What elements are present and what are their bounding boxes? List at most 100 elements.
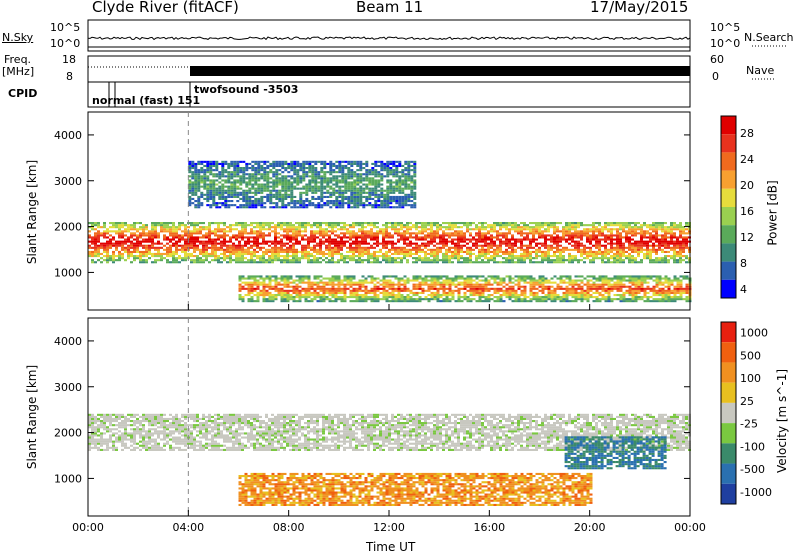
power-cell bbox=[289, 234, 292, 237]
power-cell bbox=[616, 298, 620, 301]
power-cell bbox=[523, 287, 527, 290]
power-cell bbox=[580, 259, 583, 262]
power-cell bbox=[436, 224, 439, 227]
power-cell bbox=[379, 232, 382, 235]
power-cell bbox=[562, 287, 566, 290]
power-cell bbox=[520, 248, 523, 251]
power-cell bbox=[457, 283, 461, 286]
power-cell bbox=[397, 238, 400, 241]
power-cell bbox=[409, 234, 412, 237]
power-cell bbox=[331, 240, 334, 243]
power-cell bbox=[88, 226, 91, 229]
power-cell bbox=[175, 242, 178, 245]
power-cell bbox=[454, 300, 458, 303]
power-cell bbox=[136, 230, 139, 233]
power-cell bbox=[260, 200, 264, 203]
power-cell bbox=[266, 181, 270, 184]
power-cell bbox=[307, 294, 311, 297]
power-cell bbox=[337, 277, 341, 280]
power-cell bbox=[502, 300, 506, 303]
power-cell bbox=[160, 228, 163, 231]
power-cell bbox=[391, 242, 394, 245]
power-cell bbox=[649, 255, 652, 258]
power-cell bbox=[233, 193, 237, 196]
power-cell bbox=[622, 250, 625, 253]
power-cell bbox=[571, 244, 574, 247]
power-cell bbox=[655, 279, 659, 282]
power-cell bbox=[280, 222, 283, 225]
power-cell bbox=[331, 222, 334, 225]
power-cell bbox=[568, 259, 571, 262]
power-cell bbox=[490, 283, 494, 286]
power-cell bbox=[257, 202, 261, 205]
power-cell bbox=[463, 257, 466, 260]
power-cell bbox=[595, 240, 598, 243]
power-cell bbox=[658, 248, 661, 251]
power-cell bbox=[236, 200, 240, 203]
power-cell bbox=[118, 240, 121, 243]
power-cell bbox=[445, 228, 448, 231]
power-cell bbox=[553, 281, 557, 284]
power-cell bbox=[568, 252, 571, 255]
power-cell bbox=[355, 261, 358, 264]
power-cell bbox=[277, 287, 281, 290]
power-cell bbox=[664, 294, 668, 297]
power-cell bbox=[233, 162, 237, 165]
power-cell bbox=[406, 259, 409, 262]
power-cell bbox=[544, 277, 548, 280]
power-cell bbox=[424, 257, 427, 260]
power-cell bbox=[142, 228, 145, 231]
power-cell bbox=[502, 240, 505, 243]
power-cell bbox=[679, 232, 682, 235]
power-cell bbox=[295, 275, 299, 278]
power-cell bbox=[154, 222, 157, 225]
power-cell bbox=[397, 298, 401, 301]
power-cell bbox=[499, 296, 503, 299]
power-cell bbox=[676, 298, 680, 301]
power-cell bbox=[562, 234, 565, 237]
power-cell bbox=[169, 246, 172, 249]
power-cell bbox=[658, 279, 662, 282]
power-cell bbox=[484, 244, 487, 247]
power-cell bbox=[643, 222, 646, 225]
power-cell bbox=[631, 244, 634, 247]
power-cell bbox=[433, 298, 437, 301]
power-cell bbox=[499, 222, 502, 225]
power-cell bbox=[197, 197, 201, 200]
power-cell bbox=[679, 226, 682, 229]
power-cell bbox=[286, 300, 290, 303]
power-cell bbox=[97, 230, 100, 233]
power-cell bbox=[580, 230, 583, 233]
power-cell bbox=[130, 246, 133, 249]
power-cell bbox=[472, 238, 475, 241]
power-cell bbox=[221, 197, 225, 200]
power-cell bbox=[169, 226, 172, 229]
power-cell bbox=[319, 275, 323, 278]
power-cell bbox=[565, 296, 569, 299]
power-cell bbox=[340, 246, 343, 249]
power-cell bbox=[361, 238, 364, 241]
power-cell bbox=[406, 238, 409, 241]
power-cell bbox=[319, 224, 322, 227]
power-cell bbox=[178, 234, 181, 237]
power-cell bbox=[553, 242, 556, 245]
power-cell bbox=[286, 277, 290, 280]
power-cell bbox=[436, 232, 439, 235]
power-cell bbox=[257, 160, 261, 163]
power-cell bbox=[469, 289, 473, 292]
power-cell bbox=[256, 246, 259, 249]
power-cell bbox=[313, 244, 316, 247]
power-cell bbox=[616, 281, 620, 284]
power-cell bbox=[490, 230, 493, 233]
power-cell bbox=[94, 238, 97, 241]
power-cell bbox=[349, 289, 353, 292]
power-cell bbox=[139, 261, 142, 264]
power-cell bbox=[361, 298, 365, 301]
power-cell bbox=[227, 171, 231, 174]
power-cell bbox=[574, 279, 578, 282]
power-cell bbox=[571, 240, 574, 243]
power-cell bbox=[106, 250, 109, 253]
power-cell bbox=[193, 244, 196, 247]
power-cell bbox=[541, 255, 544, 258]
power-cell bbox=[634, 226, 637, 229]
